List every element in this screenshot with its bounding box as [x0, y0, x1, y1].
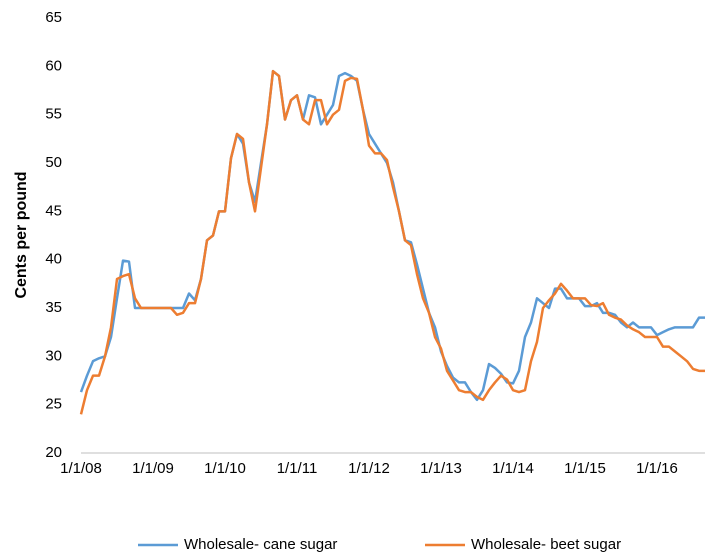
y-tick-label: 35 [45, 299, 62, 316]
y-tick-label: 50 [45, 154, 62, 171]
x-tick-label: 1/1/09 [132, 460, 174, 477]
x-tick-label: 1/1/10 [204, 460, 246, 477]
y-tick-label: 25 [45, 396, 62, 413]
line-series [79, 69, 705, 402]
y-axis-label: Cents per pound [13, 171, 30, 298]
x-tick-label: 1/1/15 [564, 460, 606, 477]
y-tick-label: 60 [45, 57, 62, 74]
x-tick-label: 1/1/12 [348, 460, 390, 477]
x-tick-label: 1/1/11 [277, 460, 318, 477]
x-tick-label: 1/1/13 [420, 460, 462, 477]
y-tick-label: 45 [45, 202, 62, 219]
x-tick-label: 1/1/14 [492, 460, 534, 477]
y-tick-label: 30 [45, 347, 62, 364]
y-tick-label: 40 [45, 251, 62, 268]
legend-label: Wholesale- cane sugar [184, 536, 337, 553]
y-tick-label: 65 [45, 9, 62, 26]
x-tick-label: 1/1/16 [636, 460, 678, 477]
x-tick-label: 1/1/08 [60, 460, 102, 477]
y-tick-label: 55 [45, 106, 62, 123]
legend-label: Wholesale- beet sugar [471, 536, 621, 553]
line-series [79, 69, 705, 415]
y-tick-label: 20 [45, 444, 62, 461]
